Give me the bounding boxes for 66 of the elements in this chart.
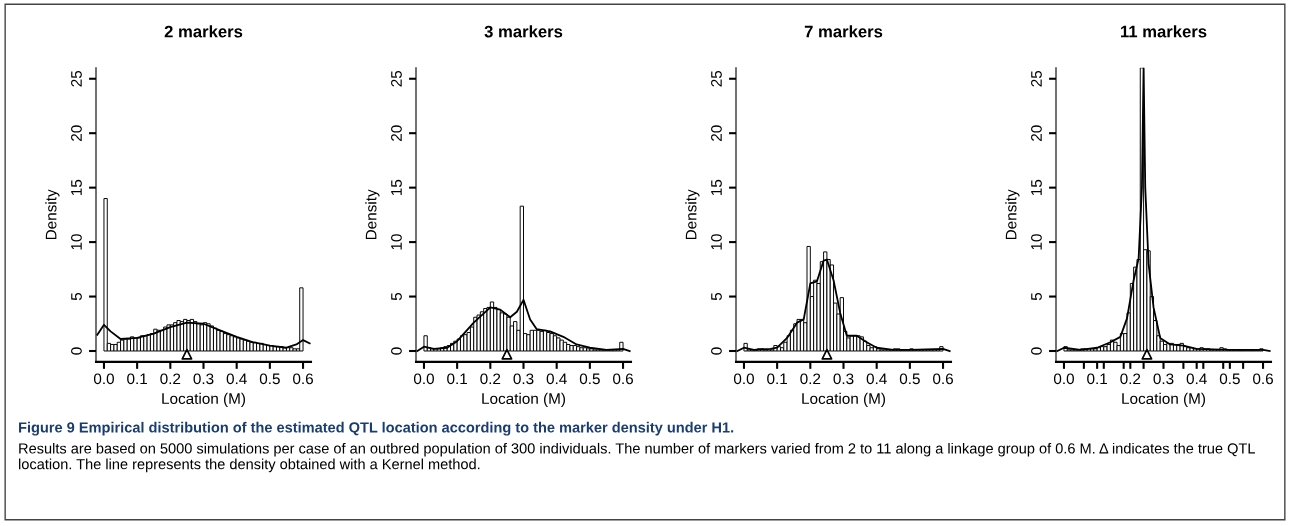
y-tick-label: 0 — [711, 347, 722, 355]
y-axis-title: Density — [45, 189, 60, 240]
y-tick-label: 10 — [391, 234, 402, 250]
x-tick-label: 0.5 — [1219, 373, 1240, 385]
x-tick-label: 0.3 — [1153, 373, 1174, 385]
x-tick-label: 0.1 — [1087, 373, 1108, 385]
chart-title: 2 markers — [164, 25, 243, 38]
y-tick-label: 15 — [71, 179, 82, 195]
x-tick-label: 0.4 — [546, 373, 567, 385]
y-tick-label: 5 — [391, 292, 402, 301]
y-tick-label: 25 — [391, 70, 402, 87]
y-tick-label: 0 — [391, 347, 402, 355]
x-tick-label: 0.3 — [193, 373, 214, 385]
x-tick-label: 0.0 — [93, 373, 114, 385]
chart-title: 7 markers — [804, 25, 883, 38]
y-tick-label: 15 — [1031, 179, 1042, 195]
x-tick-label: 0.4 — [866, 373, 887, 385]
y-tick-label: 25 — [71, 70, 82, 87]
x-axis-title: Location (M) — [482, 392, 566, 408]
chart-title: 11 markers — [1120, 25, 1207, 38]
x-tick-label: 0.1 — [127, 373, 148, 385]
y-tick-label: 5 — [71, 292, 82, 301]
x-tick-label: 0.2 — [480, 373, 501, 385]
x-tick-label: 0.4 — [226, 373, 247, 385]
x-tick-label: 0.0 — [1053, 373, 1074, 385]
y-tick-label: 20 — [1031, 125, 1042, 141]
y-axis-title: Density — [365, 189, 380, 240]
x-tick-label: 0.2 — [800, 373, 821, 385]
x-tick-label: 0.4 — [1186, 373, 1207, 385]
x-tick-label: 0.3 — [833, 373, 854, 385]
x-tick-label: 0.0 — [413, 373, 434, 385]
y-tick-label: 5 — [1031, 292, 1042, 301]
x-tick-label: 0.6 — [933, 373, 953, 385]
y-tick-label: 20 — [71, 125, 82, 141]
x-axis-title: Location (M) — [1122, 392, 1206, 408]
x-tick-label: 0.1 — [447, 373, 468, 385]
x-axis-title: Location (M) — [802, 392, 886, 408]
x-tick-label: 0.1 — [767, 373, 788, 385]
chart-title: 3 markers — [484, 25, 563, 38]
x-tick-label: 0.2 — [1120, 373, 1141, 385]
y-tick-label: 5 — [711, 292, 722, 301]
y-tick-label: 20 — [391, 125, 402, 141]
y-tick-label: 25 — [711, 70, 722, 87]
x-tick-label: 0.5 — [579, 373, 600, 385]
caption: Figure 9 Empirical distribution of the estimated QTL location according to the marker density under H1. — [19, 421, 734, 436]
y-tick-label: 0 — [1031, 347, 1042, 355]
y-tick-label: 0 — [71, 347, 82, 355]
y-axis-title: Density — [685, 189, 700, 240]
x-tick-label: 0.0 — [733, 373, 754, 385]
y-tick-label: 10 — [71, 234, 82, 250]
x-tick-label: 0.6 — [613, 373, 633, 385]
x-axis-title: Location (M) — [162, 392, 246, 408]
y-tick-label: 10 — [1031, 234, 1042, 250]
y-axis-title: Density — [1005, 189, 1020, 240]
x-tick-label: 0.3 — [513, 373, 534, 385]
x-tick-label: 0.5 — [899, 373, 920, 385]
y-tick-label: 15 — [711, 179, 722, 195]
x-tick-label: 0.6 — [293, 373, 313, 385]
x-tick-label: 0.2 — [160, 373, 181, 385]
y-tick-label: 25 — [1031, 70, 1042, 87]
text: Results are based on 5000 simulations per case of an outbred population of 300 individuals. The number of markers varied from 2 to 11 along a linkage group of 0.6 M. Δ indicates the true QTL location. The line represents the density obtained with a Kernel method. — [19, 442, 1255, 473]
y-tick-label: 15 — [391, 179, 402, 195]
x-tick-label: 0.5 — [259, 373, 280, 385]
y-tick-label: 20 — [711, 125, 722, 141]
x-tick-label: 0.6 — [1253, 373, 1273, 385]
y-tick-label: 10 — [711, 234, 722, 250]
